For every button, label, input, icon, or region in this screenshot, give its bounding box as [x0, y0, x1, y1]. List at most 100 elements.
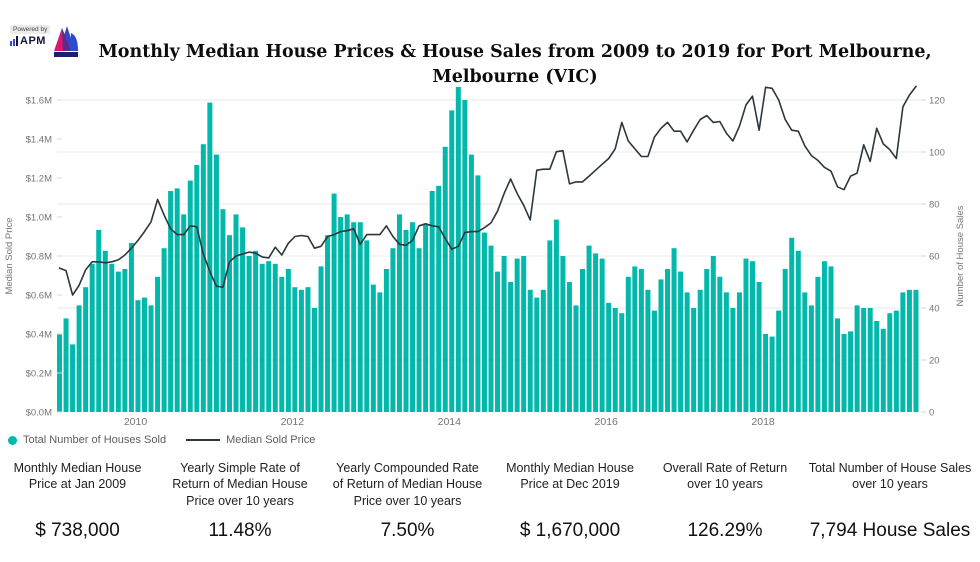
bar-houses-sold[interactable] [233, 214, 239, 412]
bar-houses-sold[interactable] [155, 276, 161, 412]
bar-houses-sold[interactable] [815, 276, 821, 412]
bar-houses-sold[interactable] [338, 217, 344, 412]
bar-houses-sold[interactable] [187, 180, 193, 412]
bar-houses-sold[interactable] [521, 256, 527, 412]
bar-houses-sold[interactable] [148, 305, 154, 412]
bar-houses-sold[interactable] [259, 263, 265, 412]
bar-houses-sold[interactable] [240, 227, 246, 412]
bar-houses-sold[interactable] [89, 263, 95, 412]
stat-card-median-dec-2019[interactable]: Monthly Median House Price at Dec 2019 $… [490, 456, 650, 558]
bar-houses-sold[interactable] [285, 269, 291, 412]
bar-houses-sold[interactable] [547, 240, 553, 412]
bar-houses-sold[interactable] [102, 250, 108, 412]
bar-houses-sold[interactable] [808, 305, 814, 412]
bar-houses-sold[interactable] [410, 222, 416, 412]
stat-card-overall-return[interactable]: Overall Rate of Return over 10 years 126… [650, 456, 800, 558]
bar-houses-sold[interactable] [612, 308, 618, 412]
bar-houses-sold[interactable] [776, 310, 782, 412]
bar-houses-sold[interactable] [736, 292, 742, 412]
bar-houses-sold[interactable] [390, 248, 396, 412]
bar-houses-sold[interactable] [213, 154, 219, 412]
bar-houses-sold[interactable] [671, 248, 677, 412]
bar-houses-sold[interactable] [416, 248, 422, 412]
stat-card-compounded-return[interactable]: Yearly Compounded Rate of Return of Medi… [325, 456, 490, 558]
bar-houses-sold[interactable] [364, 240, 370, 412]
bar-houses-sold[interactable] [684, 292, 690, 412]
bar-houses-sold[interactable] [665, 269, 671, 412]
bar-houses-sold[interactable] [730, 308, 736, 412]
bar-houses-sold[interactable] [468, 154, 474, 412]
bar-houses-sold[interactable] [723, 292, 729, 412]
bar-houses-sold[interactable] [357, 222, 363, 412]
bar-houses-sold[interactable] [298, 289, 304, 412]
bar-houses-sold[interactable] [763, 334, 769, 412]
legend-line-icon[interactable] [186, 439, 221, 441]
bars-houses-sold[interactable] [57, 87, 919, 413]
bar-houses-sold[interactable] [534, 297, 540, 412]
bar-houses-sold[interactable] [560, 256, 566, 412]
bar-houses-sold[interactable] [377, 292, 383, 412]
bar-houses-sold[interactable] [168, 191, 174, 412]
bar-houses-sold[interactable] [83, 287, 89, 412]
bar-houses-sold[interactable] [566, 282, 572, 412]
bar-houses-sold[interactable] [710, 256, 716, 412]
bar-houses-sold[interactable] [436, 185, 442, 412]
bar-houses-sold[interactable] [795, 250, 801, 412]
bar-houses-sold[interactable] [488, 245, 494, 412]
bar-houses-sold[interactable] [272, 263, 278, 412]
bar-houses-sold[interactable] [383, 269, 389, 412]
bar-houses-sold[interactable] [475, 175, 481, 412]
bar-houses-sold[interactable] [586, 245, 592, 412]
bar-houses-sold[interactable] [756, 282, 762, 412]
bar-houses-sold[interactable] [697, 289, 703, 412]
bar-houses-sold[interactable] [141, 297, 147, 412]
bar-houses-sold[interactable] [606, 302, 612, 412]
bar-houses-sold[interactable] [311, 308, 317, 412]
bar-houses-sold[interactable] [527, 289, 533, 412]
bar-houses-sold[interactable] [573, 305, 579, 412]
bar-houses-sold[interactable] [867, 308, 873, 412]
bar-houses-sold[interactable] [344, 214, 350, 412]
bar-houses-sold[interactable] [351, 222, 357, 412]
bar-houses-sold[interactable] [122, 269, 128, 412]
bar-houses-sold[interactable] [429, 191, 435, 412]
bar-houses-sold[interactable] [279, 276, 285, 412]
bar-houses-sold[interactable] [135, 300, 141, 412]
combo-chart[interactable]: $0.0M $0.2M $0.4M $0.6M $0.8M $1.0M $1.2M $1.4M… [0, 78, 980, 430]
bar-houses-sold[interactable] [645, 289, 651, 412]
bar-houses-sold[interactable] [580, 269, 586, 412]
bar-houses-sold[interactable] [625, 276, 631, 412]
bar-houses-sold[interactable] [782, 269, 788, 412]
bar-houses-sold[interactable] [619, 313, 625, 412]
bar-houses-sold[interactable] [651, 310, 657, 412]
bar-houses-sold[interactable] [704, 269, 710, 412]
bar-houses-sold[interactable] [893, 310, 899, 412]
bar-houses-sold[interactable] [828, 266, 834, 412]
bar-houses-sold[interactable] [246, 256, 252, 412]
bar-houses-sold[interactable] [455, 87, 461, 412]
bar-houses-sold[interactable] [96, 230, 102, 412]
bar-houses-sold[interactable] [508, 282, 514, 412]
bar-houses-sold[interactable] [115, 271, 121, 412]
bar-houses-sold[interactable] [331, 193, 337, 412]
bar-houses-sold[interactable] [449, 110, 455, 413]
legend-circle-icon[interactable] [8, 435, 17, 445]
bar-houses-sold[interactable] [861, 308, 867, 412]
bar-houses-sold[interactable] [678, 271, 684, 412]
bar-houses-sold[interactable] [802, 292, 808, 412]
bar-houses-sold[interactable] [638, 269, 644, 412]
bar-houses-sold[interactable] [70, 344, 76, 412]
bar-houses-sold[interactable] [599, 258, 605, 412]
stat-card-simple-return[interactable]: Yearly Simple Rate of Return of Median H… [155, 456, 325, 558]
legend-item-houses-sold[interactable]: Total Number of Houses Sold [23, 434, 167, 446]
bar-houses-sold[interactable] [292, 287, 298, 412]
bar-houses-sold[interactable] [789, 237, 795, 412]
bar-houses-sold[interactable] [835, 318, 841, 412]
bar-houses-sold[interactable] [109, 263, 115, 412]
bar-houses-sold[interactable] [174, 188, 180, 412]
bar-houses-sold[interactable] [848, 331, 854, 412]
bar-houses-sold[interactable] [750, 261, 756, 412]
bar-houses-sold[interactable] [220, 209, 226, 412]
bar-houses-sold[interactable] [128, 243, 134, 412]
bar-houses-sold[interactable] [305, 287, 311, 412]
